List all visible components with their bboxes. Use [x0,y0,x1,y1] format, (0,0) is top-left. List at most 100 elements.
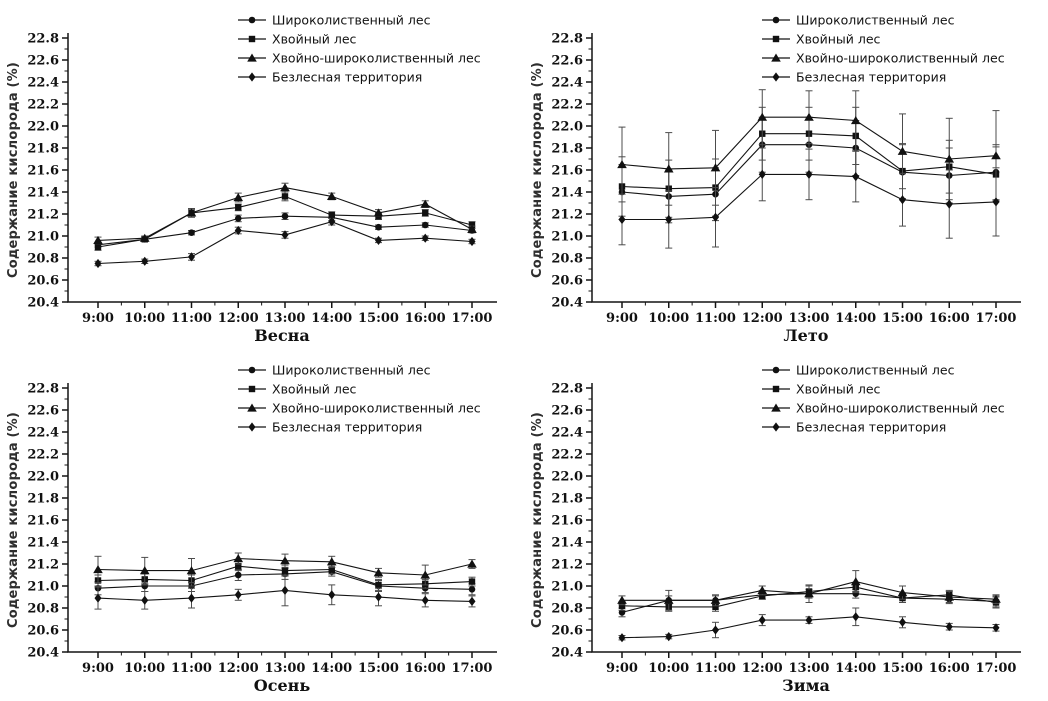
triangle-marker [771,53,781,62]
chart-panel-autumn: 20.4 20.6 20.8 21.0 21.2 21.4 21.6 21.8 22.0 22.2… [0,350,524,700]
y-tick-label: 21.4 [27,186,59,201]
diamond-marker [328,217,336,227]
y-tick-label: 22.4 [27,426,59,441]
diamond-marker [852,172,860,182]
y-tick-label: 21.8 [27,492,59,507]
triangle-marker [897,588,908,597]
diamond-marker [468,596,476,606]
y-tick-label: 20.8 [27,602,59,617]
y-tick-label: 22.2 [551,98,583,113]
x-tick-label: 15:00 [358,311,399,326]
diamond-marker [805,169,813,179]
legend: Широколиственный лес Хвойный лес Хвойно-ши… [762,12,1005,84]
tick-marks [586,387,997,658]
series-diamond [94,574,476,610]
diamond-marker [94,258,102,269]
triangle-marker [617,160,627,169]
triangle-marker [280,183,290,192]
legend-label: Широколиственный лес [796,362,955,377]
series-square [94,191,476,251]
triangle-marker [944,154,955,163]
y-tick-label: 22.8 [551,32,583,47]
circle-marker [772,16,780,24]
y-tick-label: 21.2 [551,208,583,223]
legend-entry: Широколиственный лес [762,362,955,377]
square-marker [235,204,242,211]
tick-labels: 20.4 20.6 20.8 21.0 21.2 21.4 21.6 21.8 22.0 22.2… [27,382,492,677]
series-markers [617,577,1001,604]
y-tick-label: 22.2 [27,98,59,113]
tick-labels: 20.4 20.6 20.8 21.0 21.2 21.4 21.6 21.8 22.0 22.2… [551,32,1016,327]
y-tick-label: 22.4 [551,76,583,91]
diamond-marker [772,72,780,82]
series-diamond [618,147,1000,249]
x-tick-label: 16:00 [405,311,446,326]
x-tick-label: 11:00 [171,661,212,676]
tick-marks [62,37,473,308]
x-tick-label: 15:00 [882,661,923,676]
summer-chart-svg: 20.4 20.6 20.8 21.0 21.2 21.4 21.6 21.8 22.0 22.2… [530,12,1021,345]
y-tick-label: 22.0 [551,470,583,485]
triangle-marker [280,556,290,565]
legend-label: Хвойно-широколиственный лес [272,50,481,65]
triangle-marker [467,224,477,233]
legend-entry: Широколиственный лес [238,362,431,377]
triangle-marker [93,235,103,244]
tick-marks [586,37,997,308]
legend-label: Широколиственный лес [272,362,431,377]
x-tick-label: 12:00 [742,661,783,676]
triangle-marker [944,592,955,601]
y-tick-label: 20.6 [27,624,59,639]
y-tick-label: 21.6 [27,514,59,529]
y-tick-label: 21.0 [27,580,59,595]
diamond-marker [375,235,382,245]
legend-label: Хвойно-широколиственный лес [796,400,1005,415]
x-tick-label: 9:00 [82,311,114,326]
panel-title: Зима [782,676,830,695]
x-tick-label: 10:00 [124,661,165,676]
winter-chart-svg: 20.4 20.6 20.8 21.0 21.2 21.4 21.6 21.8 22.0 22.2… [530,362,1021,695]
circle-marker [468,586,476,593]
triangle-marker [247,403,257,412]
legend-entry: Хвойный лес [762,381,881,396]
series-markers [618,612,1000,643]
diamond-marker [248,422,256,432]
triangle-marker [467,559,477,568]
legend-entry: Хвойно-широколиственный лес [238,400,481,415]
y-tick-label: 20.8 [551,602,583,617]
legend-label: Хвойный лес [272,381,357,396]
plot-area: 20.4 20.6 20.8 21.0 21.2 21.4 21.6 21.8 22.0 22.2… [27,362,497,676]
plot-area: 20.4 20.6 20.8 21.0 21.2 21.4 21.6 21.8 22.0 22.2… [551,362,1021,676]
y-tick-label: 21.2 [27,208,59,223]
x-tick-label: 12:00 [742,311,783,326]
series-markers [93,183,477,244]
diamond-marker [852,612,860,622]
circle-marker [141,582,149,590]
legend-label: Хвойно-широколиственный лес [272,400,481,415]
legend-entry: Безлесная территория [238,419,422,434]
x-tick-label: 17:00 [976,661,1017,676]
y-tick-label: 20.8 [27,252,59,267]
diamond-marker [712,212,719,222]
triangle-marker [247,53,257,62]
diamond-marker [281,585,289,595]
triangle-marker [186,566,197,575]
triangle-marker [850,577,861,586]
diamond-marker [945,199,953,209]
panel-title: Осень [254,676,311,695]
triangle-marker [991,151,1001,160]
legend: Широколиственный лес Хвойный лес Хвойно-ши… [238,362,481,434]
series-diamond [618,607,1000,643]
y-tick-label: 22.6 [551,54,583,69]
x-tick-label: 14:00 [835,311,876,326]
diamond-marker [421,233,429,243]
plot-area: 20.4 20.6 20.8 21.0 21.2 21.4 21.6 21.8 22.0 22.2… [27,12,497,326]
triangle-marker [233,193,244,202]
x-tick-label: 16:00 [405,661,446,676]
x-tick-label: 13:00 [265,661,306,676]
triangle-marker [139,566,150,575]
diamond-marker [375,592,382,602]
circle-marker [618,609,626,616]
triangle-marker [233,554,244,563]
legend: Широколиственный лес Хвойный лес Хвойно-ши… [762,362,1005,434]
